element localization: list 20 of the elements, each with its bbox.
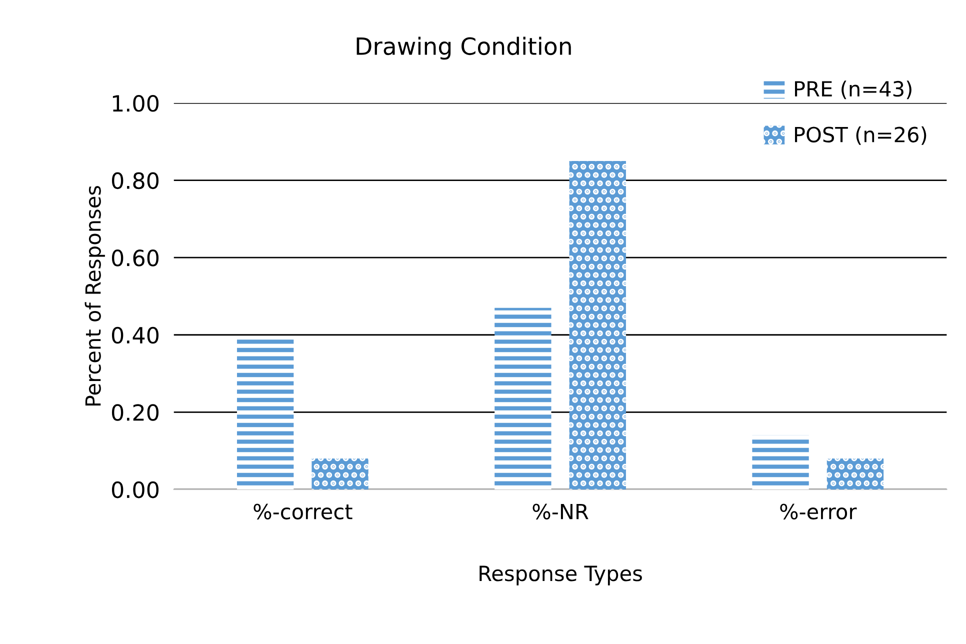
x-axis-title: Response Types [480,566,642,586]
y-axis-title: Percent of Responses [84,186,105,406]
bar [494,308,552,490]
bar [826,458,884,490]
bar [236,338,294,490]
y-tick-label: 0.40 [112,326,159,344]
chart-title: Drawing Condition [356,36,571,60]
x-tick-label: %-error [780,504,857,520]
y-tick-label: 0.60 [112,250,159,266]
y-tick-label: 0.00 [112,481,159,498]
bar [752,435,809,490]
legend-label: POST (n=26) [795,126,926,145]
bar [312,458,368,490]
x-tick-label: %-correct [254,504,352,520]
legend-label: PRE (n=43) [795,80,912,100]
bar [569,161,626,490]
x-tick-label: %-NR [532,504,588,520]
y-tick-label: 1.00 [112,94,159,112]
y-tick-label: 0.80 [112,172,159,190]
y-tick-label: 0.20 [112,404,159,421]
